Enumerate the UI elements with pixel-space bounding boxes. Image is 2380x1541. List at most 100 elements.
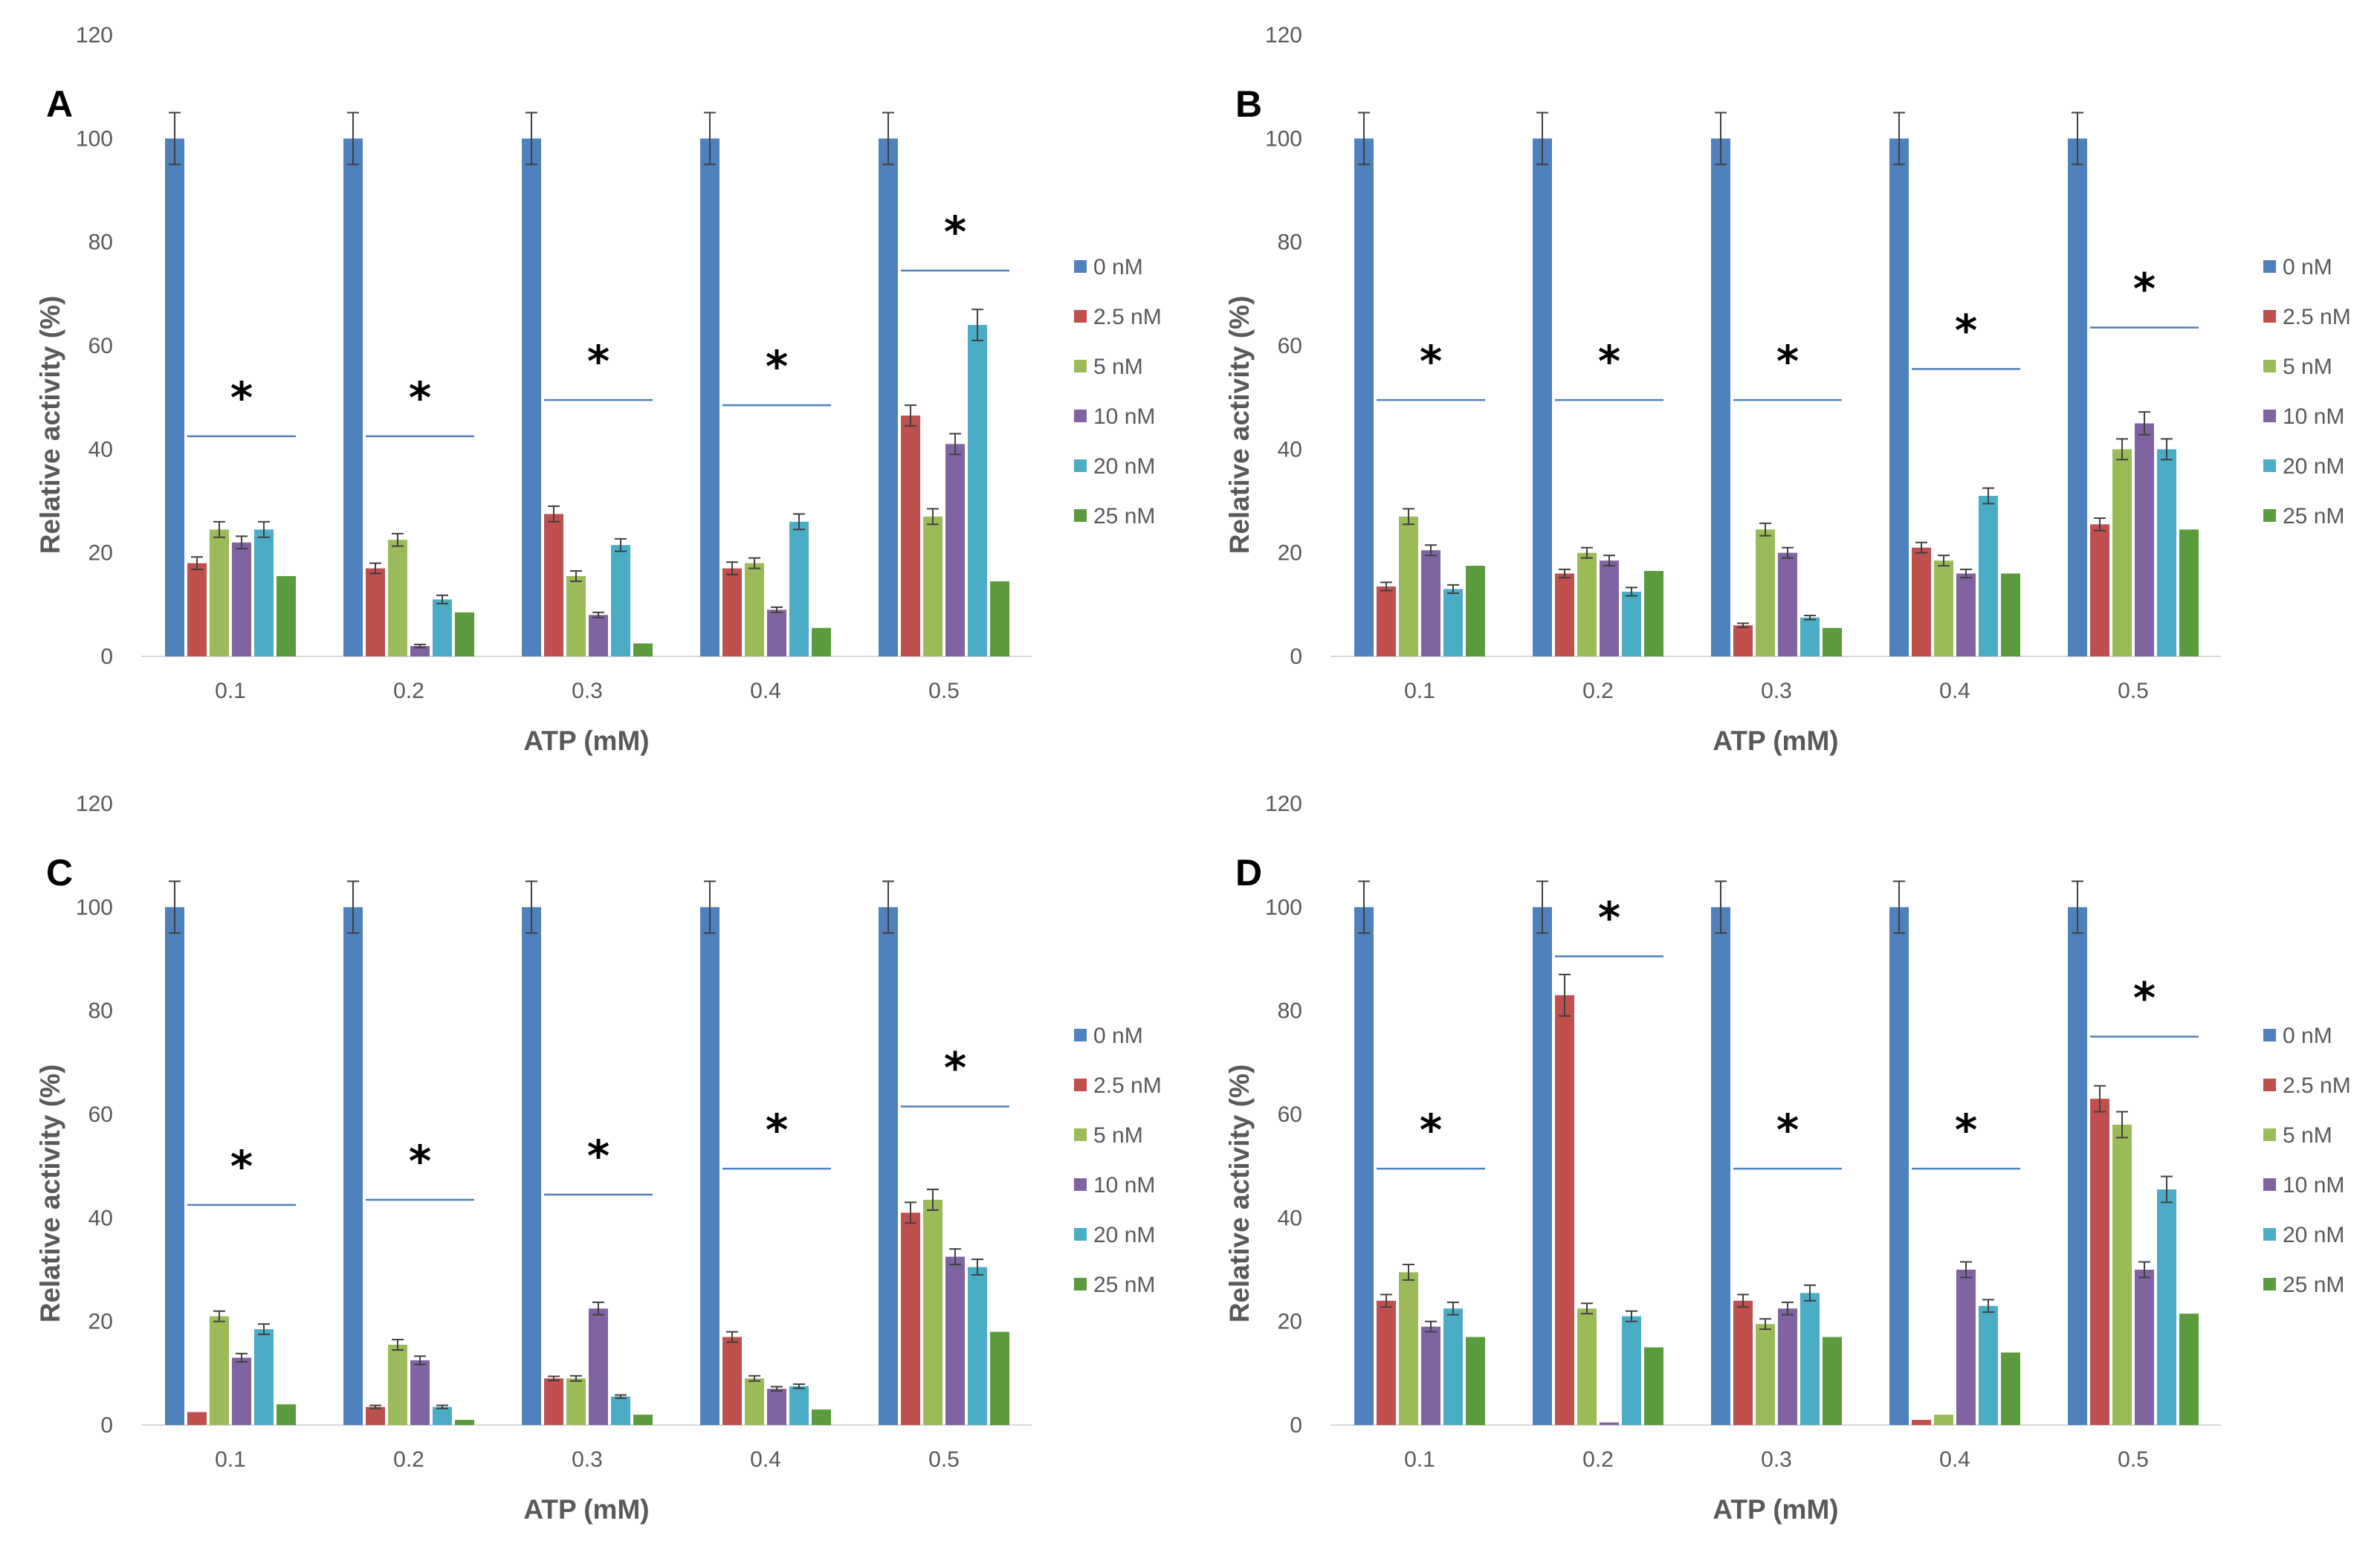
- error-bar: [1715, 880, 1727, 934]
- bar: [923, 1199, 942, 1425]
- error-bar: [1403, 1264, 1414, 1281]
- bar: [1622, 1316, 1641, 1425]
- bar: [254, 529, 274, 656]
- significance-star: *: [1776, 1105, 1799, 1155]
- bar: [210, 1316, 229, 1425]
- significance-star: *: [230, 1141, 253, 1192]
- bar: [433, 599, 452, 656]
- error-bar: [169, 880, 181, 934]
- bar: [522, 138, 541, 657]
- error-bar: [971, 308, 983, 342]
- significance-star: *: [766, 1105, 788, 1155]
- bar: [1956, 1270, 1976, 1425]
- bar: [2135, 1270, 2154, 1425]
- error-bar: [1403, 508, 1414, 526]
- bar: [1377, 1300, 1396, 1425]
- y-tick-label: 80: [1278, 999, 1302, 1024]
- legend-label: 20 nM: [2283, 454, 2344, 479]
- significance-star: *: [1420, 336, 1442, 387]
- bar: [1555, 573, 1574, 656]
- bar: [1733, 1300, 1753, 1425]
- y-tick-label: 0: [1290, 1413, 1302, 1438]
- legend-label: 2.5 nM: [2283, 1073, 2351, 1098]
- legend-label: 10 nM: [1093, 404, 1155, 429]
- error-bar: [1893, 112, 1905, 166]
- y-tick-label: 80: [88, 230, 113, 255]
- bar: [767, 1389, 786, 1425]
- bar: [2112, 449, 2132, 656]
- bar: [388, 540, 407, 656]
- y-tick-label: 60: [88, 1102, 113, 1127]
- error-bar: [548, 505, 560, 523]
- bar: [2001, 573, 2020, 656]
- y-axis-title: Relative activity (%): [1224, 1065, 1255, 1323]
- error-bar: [570, 1374, 582, 1382]
- error-bar: [771, 606, 783, 613]
- significance-star: *: [1598, 893, 1620, 943]
- legend-swatch: [1074, 1029, 1087, 1041]
- bar: [1421, 1326, 1440, 1425]
- legend-swatch: [2263, 1228, 2276, 1241]
- legend-swatch: [2263, 1029, 2276, 1041]
- bar: [767, 610, 786, 656]
- bar: [187, 563, 207, 656]
- legend-label: 5 nM: [1093, 1123, 1143, 1148]
- legend-swatch: [2263, 1079, 2276, 1091]
- error-bar: [392, 532, 404, 547]
- error-bar: [1581, 546, 1593, 559]
- y-tick-label: 120: [76, 792, 113, 816]
- bar: [633, 1415, 653, 1425]
- error-bar: [882, 112, 894, 166]
- error-bar: [748, 1374, 760, 1382]
- legend-label: 10 nM: [1093, 1173, 1155, 1198]
- bar: [1889, 907, 1909, 1425]
- legend-swatch: [2263, 509, 2276, 522]
- bar: [566, 1378, 586, 1425]
- error-bar: [1626, 1310, 1637, 1322]
- bar: [2157, 449, 2176, 656]
- x-axis-title: ATP (mM): [523, 1494, 649, 1525]
- error-bar: [1425, 544, 1437, 557]
- x-tick-label: 0.2: [393, 679, 424, 703]
- error-bar: [548, 1375, 560, 1382]
- error-bar: [726, 1331, 738, 1343]
- bar: [433, 1406, 452, 1425]
- y-tick-label: 100: [1265, 126, 1302, 151]
- bar: [1644, 571, 1663, 656]
- y-tick-label: 60: [1278, 1102, 1302, 1127]
- x-tick-label: 0.2: [1582, 1447, 1614, 1472]
- error-bar: [793, 513, 805, 531]
- bar: [812, 627, 831, 656]
- error-bar: [1782, 1301, 1794, 1316]
- bar: [2001, 1352, 2020, 1425]
- panel-label: A: [46, 83, 73, 125]
- error-bar: [526, 880, 537, 934]
- error-bar: [1960, 568, 1972, 579]
- error-bar: [1380, 581, 1392, 592]
- y-tick-label: 120: [76, 23, 113, 48]
- legend-swatch: [2263, 310, 2276, 323]
- legend-label: 10 nM: [2283, 404, 2344, 429]
- x-tick-label: 0.1: [215, 1447, 246, 1472]
- y-tick-label: 40: [1278, 1206, 1302, 1230]
- bar: [1912, 1420, 1931, 1425]
- bar: [990, 581, 1009, 656]
- y-tick-label: 20: [88, 541, 113, 566]
- error-bar: [213, 520, 225, 538]
- bar: [901, 416, 920, 656]
- bar: [1354, 907, 1374, 1425]
- y-tick-label: 0: [1290, 644, 1302, 669]
- bar: [1577, 552, 1597, 656]
- x-tick-label: 0.3: [572, 1447, 603, 1472]
- bar: [455, 1420, 474, 1425]
- bar: [2179, 529, 2199, 656]
- error-bar: [414, 1355, 426, 1366]
- error-bar: [369, 1404, 381, 1409]
- bar: [1912, 547, 1931, 656]
- bar: [745, 563, 764, 656]
- error-bar: [592, 1301, 604, 1316]
- panel-label: C: [46, 852, 73, 894]
- error-bar: [1536, 880, 1548, 934]
- error-bar: [2094, 1085, 2106, 1113]
